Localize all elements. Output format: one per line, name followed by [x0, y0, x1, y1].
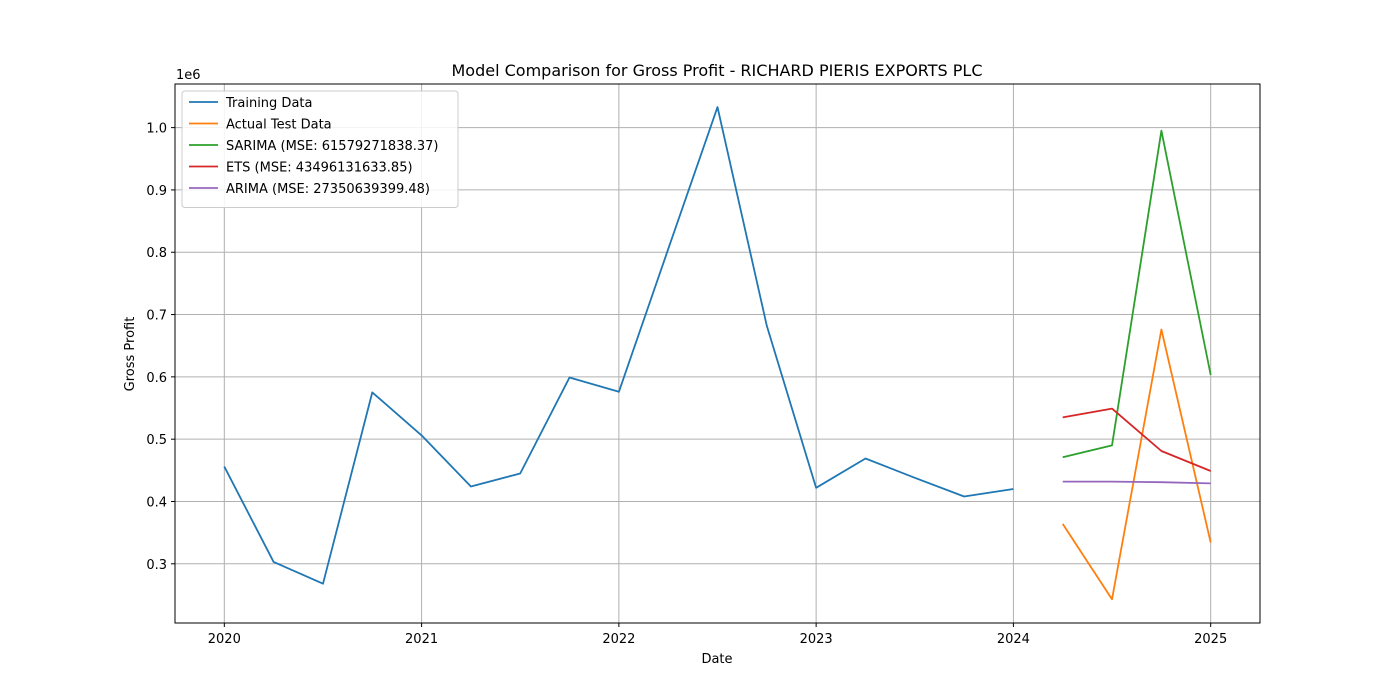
x-tick-label: 2024 [997, 632, 1030, 647]
series-line-0 [223, 106, 1014, 585]
x-tick-label: 2022 [602, 632, 635, 647]
series-line-4 [1062, 480, 1211, 485]
y-tick-label: 0.4 [146, 495, 167, 510]
legend-label: ARIMA (MSE: 27350639399.48) [226, 182, 430, 197]
y-axis: 0.3 0.4 0.5 0.6 0.7 0.8 0.9 1.0 [146, 122, 175, 573]
grid [175, 84, 1260, 623]
y-offset-label: 1e6 [176, 68, 201, 83]
legend-label: Actual Test Data [226, 118, 332, 133]
y-tick-label: 0.3 [146, 558, 167, 573]
series-line-2 [1062, 129, 1212, 459]
legend: Training Data Actual Test Data SARIMA (MSE… [181, 90, 459, 208]
series-line-1 [1061, 328, 1212, 601]
x-axis-label: Date [701, 652, 732, 667]
legend-box [181, 90, 459, 208]
x-tick-label: 2025 [1194, 632, 1227, 647]
y-tick-label: 0.8 [146, 246, 167, 261]
x-tick-label: 2020 [208, 632, 241, 647]
y-axis-label: Gross Profit [123, 317, 138, 392]
y-tick-label: 0.7 [146, 309, 167, 324]
legend-label: SARIMA (MSE: 61579271838.37) [226, 139, 439, 154]
x-axis: 2020 2021 2022 2023 2024 2025 [208, 623, 1227, 647]
y-tick-label: 0.9 [146, 184, 167, 199]
legend-label: Training Data [225, 96, 312, 111]
x-tick-label: 2023 [800, 632, 833, 647]
series-line-3 [1062, 407, 1212, 472]
series-layer [223, 106, 1212, 601]
plot-frame [174, 83, 1261, 624]
y-tick-label: 0.5 [146, 433, 167, 448]
chart-title: Model Comparison for Gross Profit - RICH… [451, 61, 982, 80]
y-tick-label: 1.0 [146, 122, 167, 137]
y-tick-label: 0.6 [146, 371, 167, 386]
x-tick-label: 2021 [405, 632, 438, 647]
legend-label: ETS (MSE: 43496131633.85) [226, 161, 413, 176]
